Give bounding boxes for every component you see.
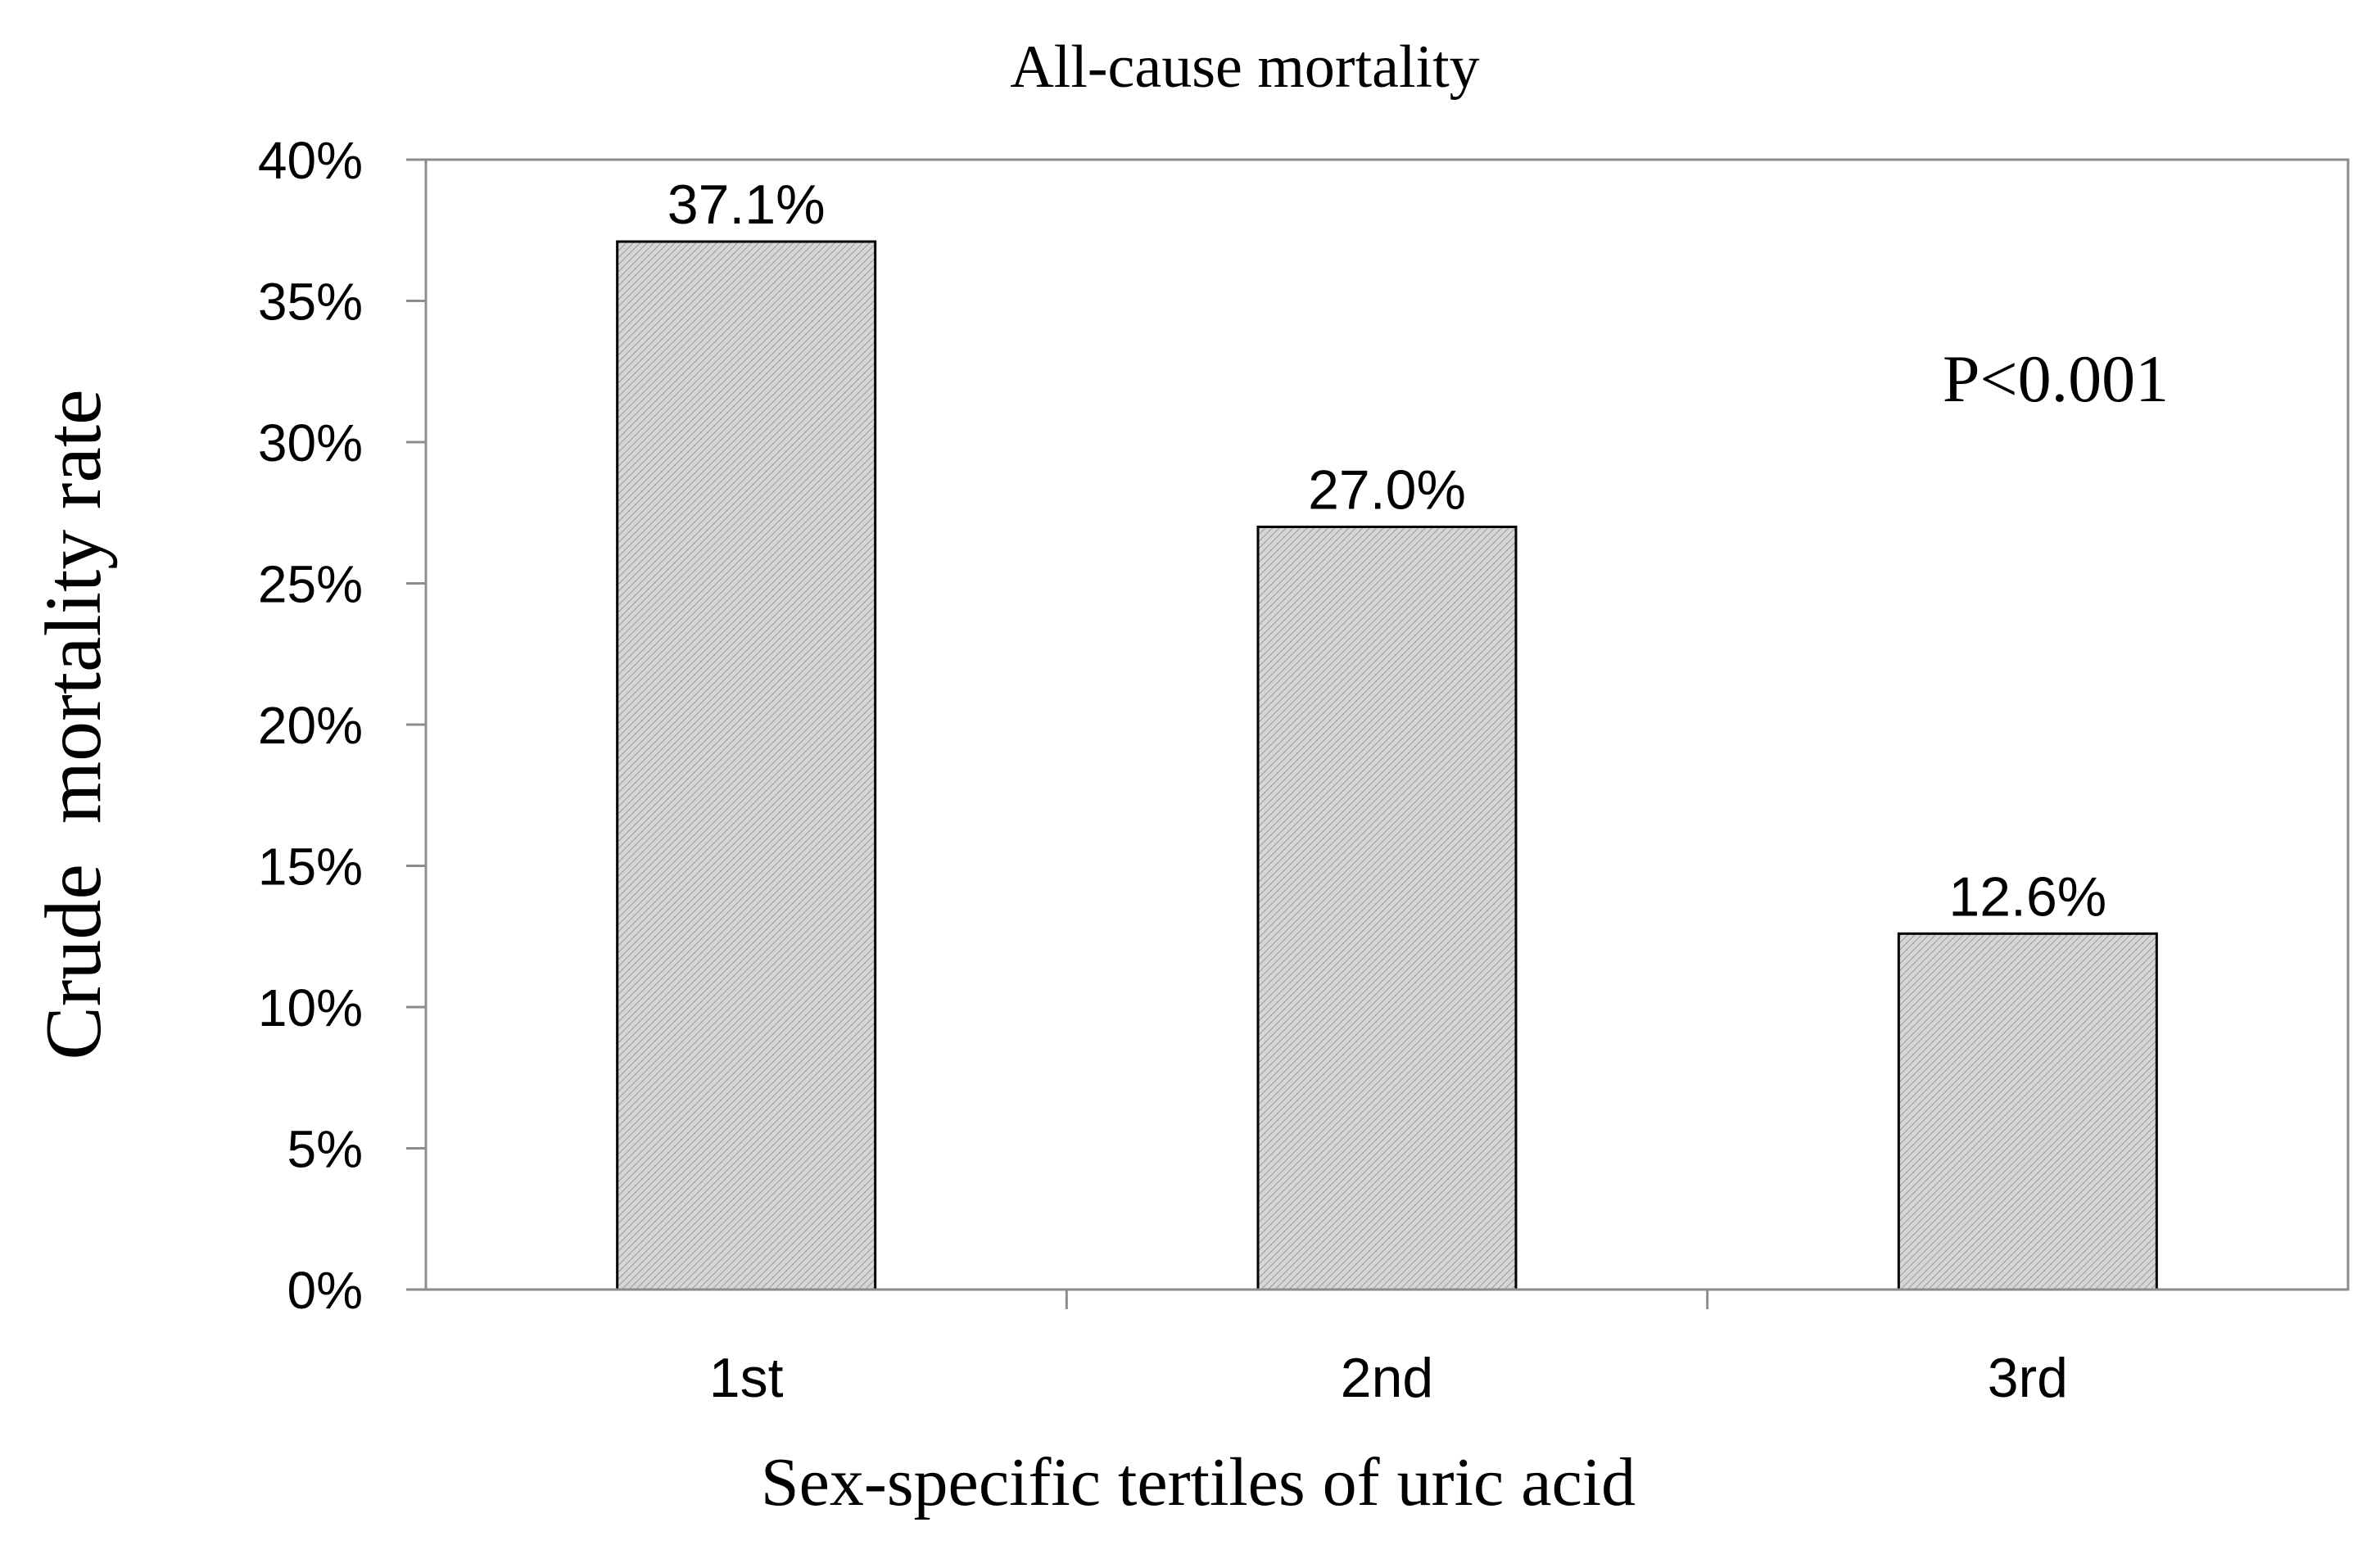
y-tick-label: 35%	[258, 273, 363, 332]
y-tick-label: 20%	[258, 696, 363, 755]
x-tick-label: 2nd	[1341, 1347, 1433, 1409]
x-tick-label: 1st	[709, 1347, 784, 1409]
chart-title: All-cause mortality	[1010, 34, 1479, 101]
y-axis-label: Crude mortality rate	[29, 389, 118, 1059]
bar-1st	[616, 240, 877, 1291]
y-tick-label: 40%	[258, 131, 363, 190]
x-axis: 1st 2nd 3rd	[709, 1290, 2068, 1409]
y-tick-label: 10%	[258, 978, 363, 1037]
data-label: 12.6%	[1948, 865, 2106, 928]
x-tick-label: 3rd	[1988, 1347, 2068, 1409]
y-tick-label: 0%	[287, 1261, 364, 1320]
y-tick-label: 5%	[287, 1120, 364, 1179]
p-value-annotation: P<0.001	[1943, 341, 2169, 416]
x-axis-label: Sex-specific tertiles of uric acid	[761, 1444, 1636, 1520]
bar-2nd	[1256, 526, 1518, 1291]
y-tick-label: 30%	[258, 413, 363, 472]
y-tick-label: 25%	[258, 555, 363, 614]
bars	[616, 240, 2158, 1291]
bar-3rd	[1897, 932, 2158, 1291]
data-labels: 37.1% 27.0% 12.6%	[667, 174, 2106, 928]
y-tick-label: 15%	[258, 838, 363, 897]
data-label: 27.0%	[1308, 459, 1466, 522]
data-label: 37.1%	[667, 174, 826, 236]
y-axis: 0% 5% 10% 15% 20% 25% 30% 35% 40%	[258, 131, 426, 1320]
